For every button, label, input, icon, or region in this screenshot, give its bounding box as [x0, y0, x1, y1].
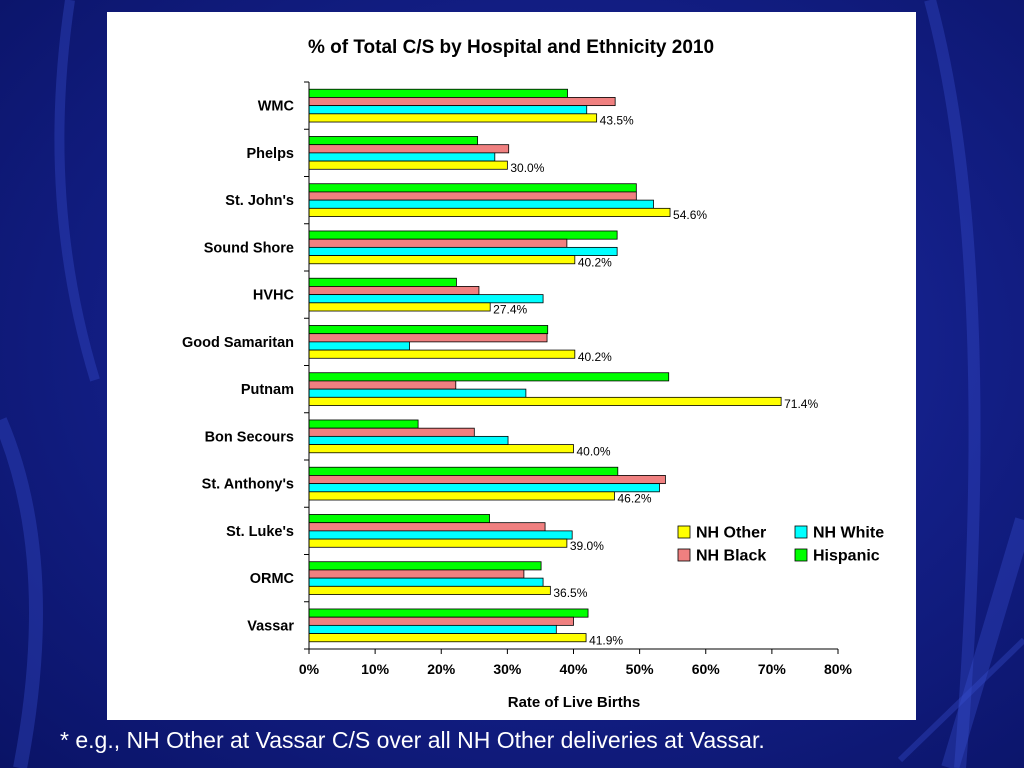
- bar-ormc-nh-black: [308, 569, 525, 579]
- legend-swatch-nh-other: [677, 525, 691, 539]
- category-label-st-john-s: St. John's: [225, 193, 294, 209]
- bar-st-anthony-s-nh-black: [308, 475, 666, 485]
- bar-putnam-nh-other: [308, 396, 782, 406]
- bar-st-luke-s-nh-other: [308, 538, 568, 548]
- data-label-st-anthony-s: 46.2%: [617, 492, 651, 506]
- x-tick-label: 10%: [361, 661, 390, 677]
- bar-good-samaritan-hispanic: [308, 325, 549, 335]
- bar-hvhc-nh-other: [308, 302, 491, 312]
- chart-panel: % of Total C/S by Hospital and Ethnicity…: [107, 12, 916, 720]
- data-label-putnam: 71.4%: [784, 397, 818, 411]
- category-label-phelps: Phelps: [246, 146, 294, 162]
- category-label-st-luke-s: St. Luke's: [226, 524, 294, 540]
- labels-layer: 43.5% WMC 30.0% Phelps 54.6% St. John's 40.2% S…: [182, 99, 853, 677]
- bar-st-luke-s-hispanic: [308, 514, 490, 524]
- x-tick-label: 30%: [493, 661, 522, 677]
- data-label-good-samaritan: 40.2%: [578, 350, 612, 364]
- chart-legend: NH Other NH White NH Black Hispanic: [677, 525, 884, 565]
- bar-phelps-nh-black: [308, 144, 510, 154]
- bar-vassar-nh-other: [308, 633, 587, 643]
- bars-layer: [308, 88, 782, 643]
- category-label-st-anthony-s: St. Anthony's: [202, 477, 294, 493]
- bar-bon-secours-nh-white: [308, 435, 509, 445]
- bar-sound-shore-nh-other: [308, 255, 576, 265]
- bar-good-samaritan-nh-other: [308, 349, 576, 359]
- x-tick-label: 40%: [559, 661, 588, 677]
- bar-wmc-nh-white: [308, 105, 588, 115]
- bar-st-john-s-hispanic: [308, 183, 637, 193]
- bar-st-luke-s-nh-white: [308, 530, 573, 540]
- category-label-bon-secours: Bon Secours: [205, 429, 294, 445]
- x-tick-label: 0%: [299, 661, 320, 677]
- bar-st-luke-s-nh-black: [308, 522, 546, 532]
- bar-bon-secours-nh-other: [308, 444, 574, 454]
- bar-sound-shore-hispanic: [308, 230, 618, 240]
- data-label-bon-secours: 40.0%: [577, 444, 611, 458]
- bar-hvhc-hispanic: [308, 277, 457, 287]
- x-tick-label: 20%: [427, 661, 456, 677]
- bar-sound-shore-nh-black: [308, 238, 568, 248]
- data-label-vassar: 41.9%: [589, 633, 623, 647]
- bar-vassar-nh-black: [308, 616, 574, 626]
- bar-hvhc-nh-black: [308, 286, 480, 296]
- data-label-sound-shore: 40.2%: [578, 255, 612, 269]
- category-label-hvhc: HVHC: [253, 288, 295, 304]
- bar-wmc-nh-black: [308, 97, 616, 107]
- bar-ormc-hispanic: [308, 561, 542, 571]
- bar-ormc-nh-other: [308, 585, 551, 595]
- category-label-ormc: ORMC: [250, 571, 295, 587]
- category-label-good-samaritan: Good Samaritan: [182, 335, 294, 351]
- data-label-st-john-s: 54.6%: [673, 208, 707, 222]
- legend-label-nh-white: NH White: [813, 525, 884, 542]
- bar-putnam-hispanic: [308, 372, 670, 382]
- bar-st-anthony-s-nh-white: [308, 483, 660, 493]
- bar-phelps-nh-other: [308, 160, 508, 170]
- bar-st-john-s-nh-other: [308, 207, 671, 217]
- bar-putnam-nh-black: [308, 380, 457, 390]
- bar-st-anthony-s-hispanic: [308, 466, 619, 476]
- data-label-hvhc: 27.4%: [493, 303, 527, 317]
- bar-vassar-hispanic: [308, 608, 589, 618]
- data-label-ormc: 36.5%: [553, 586, 587, 600]
- category-label-putnam: Putnam: [241, 382, 294, 398]
- x-tick-label: 80%: [824, 661, 853, 677]
- x-tick-label: 50%: [626, 661, 655, 677]
- bar-sound-shore-nh-white: [308, 246, 618, 256]
- x-tick-label: 60%: [692, 661, 721, 677]
- legend-label-nh-other: NH Other: [696, 525, 766, 542]
- legend-swatch-hispanic: [794, 548, 808, 562]
- bar-putnam-nh-white: [308, 388, 527, 398]
- category-label-vassar: Vassar: [247, 618, 294, 634]
- x-axis-title: Rate of Live Births: [508, 694, 641, 711]
- data-label-wmc: 43.5%: [600, 114, 634, 128]
- legend-swatch-nh-white: [794, 525, 808, 539]
- category-label-wmc: WMC: [258, 99, 295, 115]
- bar-ormc-nh-white: [308, 577, 544, 587]
- bar-bon-secours-nh-black: [308, 427, 475, 437]
- bar-chart: % of Total C/S by Hospital and Ethnicity…: [182, 37, 884, 711]
- data-label-st-luke-s: 39.0%: [570, 539, 604, 553]
- bar-bon-secours-hispanic: [308, 419, 419, 429]
- bar-vassar-nh-white: [308, 624, 557, 634]
- x-tick-label: 70%: [758, 661, 787, 677]
- bar-wmc-hispanic: [308, 88, 568, 98]
- bar-st-anthony-s-nh-other: [308, 491, 615, 501]
- legend-swatch-nh-black: [677, 548, 691, 562]
- bar-st-john-s-nh-white: [308, 199, 654, 209]
- bar-st-john-s-nh-black: [308, 191, 637, 201]
- data-label-phelps: 30.0%: [510, 161, 544, 175]
- bar-phelps-nh-white: [308, 152, 496, 162]
- axes-layer: [304, 81, 839, 654]
- footnote: * e.g., NH Other at Vassar C/S over all …: [60, 727, 765, 753]
- category-label-sound-shore: Sound Shore: [204, 240, 294, 256]
- bar-good-samaritan-nh-white: [308, 341, 410, 351]
- legend-label-hispanic: Hispanic: [813, 548, 880, 565]
- chart-title: % of Total C/S by Hospital and Ethnicity…: [308, 37, 714, 58]
- bar-phelps-hispanic: [308, 136, 479, 146]
- bar-wmc-nh-other: [308, 113, 598, 123]
- bar-good-samaritan-nh-black: [308, 333, 548, 343]
- legend-label-nh-black: NH Black: [696, 548, 766, 565]
